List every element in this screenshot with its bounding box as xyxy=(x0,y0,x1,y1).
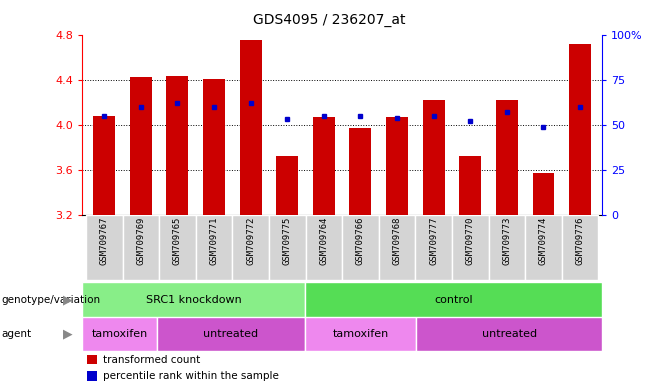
Bar xyxy=(305,282,602,317)
Text: tamoxifen: tamoxifen xyxy=(91,329,147,339)
Text: GSM709768: GSM709768 xyxy=(393,217,401,265)
Bar xyxy=(569,44,591,215)
Bar xyxy=(122,215,159,280)
Bar xyxy=(88,355,97,364)
Bar xyxy=(82,317,157,351)
Bar xyxy=(452,215,489,280)
Text: untreated: untreated xyxy=(482,329,537,339)
Text: GSM709773: GSM709773 xyxy=(503,217,511,265)
Bar xyxy=(82,282,305,317)
Bar xyxy=(269,215,305,280)
Text: agent: agent xyxy=(1,329,32,339)
Text: tamoxifen: tamoxifen xyxy=(332,329,389,339)
Bar xyxy=(417,317,602,351)
Bar xyxy=(532,173,555,215)
Text: GSM709769: GSM709769 xyxy=(136,217,145,265)
Bar xyxy=(86,215,122,280)
Bar xyxy=(276,156,298,215)
Bar xyxy=(159,215,195,280)
Bar xyxy=(130,78,152,215)
Bar xyxy=(93,116,115,215)
Bar xyxy=(415,215,452,280)
Bar xyxy=(562,215,598,280)
Bar xyxy=(496,100,518,215)
Text: ▶: ▶ xyxy=(63,328,73,341)
Text: transformed count: transformed count xyxy=(103,354,200,364)
Bar xyxy=(422,100,445,215)
Bar xyxy=(240,40,262,215)
Text: ▶: ▶ xyxy=(63,293,73,306)
Bar xyxy=(88,371,97,381)
Bar xyxy=(305,317,417,351)
Text: GSM709775: GSM709775 xyxy=(283,217,291,265)
Bar xyxy=(195,215,232,280)
Bar xyxy=(342,215,379,280)
Bar xyxy=(379,215,415,280)
Bar xyxy=(157,317,305,351)
Text: percentile rank within the sample: percentile rank within the sample xyxy=(103,371,279,381)
Bar xyxy=(459,156,481,215)
Text: control: control xyxy=(434,295,473,305)
Bar xyxy=(525,215,562,280)
Text: GSM709777: GSM709777 xyxy=(429,217,438,265)
Text: GDS4095 / 236207_at: GDS4095 / 236207_at xyxy=(253,13,405,27)
Text: GSM709770: GSM709770 xyxy=(466,217,475,265)
Text: GSM709774: GSM709774 xyxy=(539,217,548,265)
Text: GSM709776: GSM709776 xyxy=(576,217,584,265)
Bar xyxy=(166,76,188,215)
Bar xyxy=(386,117,408,215)
Bar xyxy=(489,215,525,280)
Bar xyxy=(349,128,372,215)
Text: GSM709771: GSM709771 xyxy=(209,217,218,265)
Text: GSM709767: GSM709767 xyxy=(100,217,109,265)
Bar xyxy=(203,79,225,215)
Bar xyxy=(313,117,335,215)
Text: untreated: untreated xyxy=(203,329,259,339)
Text: genotype/variation: genotype/variation xyxy=(1,295,101,305)
Bar xyxy=(232,215,269,280)
Text: SRC1 knockdown: SRC1 knockdown xyxy=(146,295,241,305)
Text: GSM709766: GSM709766 xyxy=(356,217,365,265)
Text: GSM709772: GSM709772 xyxy=(246,217,255,265)
Bar xyxy=(305,215,342,280)
Text: GSM709765: GSM709765 xyxy=(173,217,182,265)
Text: GSM709764: GSM709764 xyxy=(319,217,328,265)
